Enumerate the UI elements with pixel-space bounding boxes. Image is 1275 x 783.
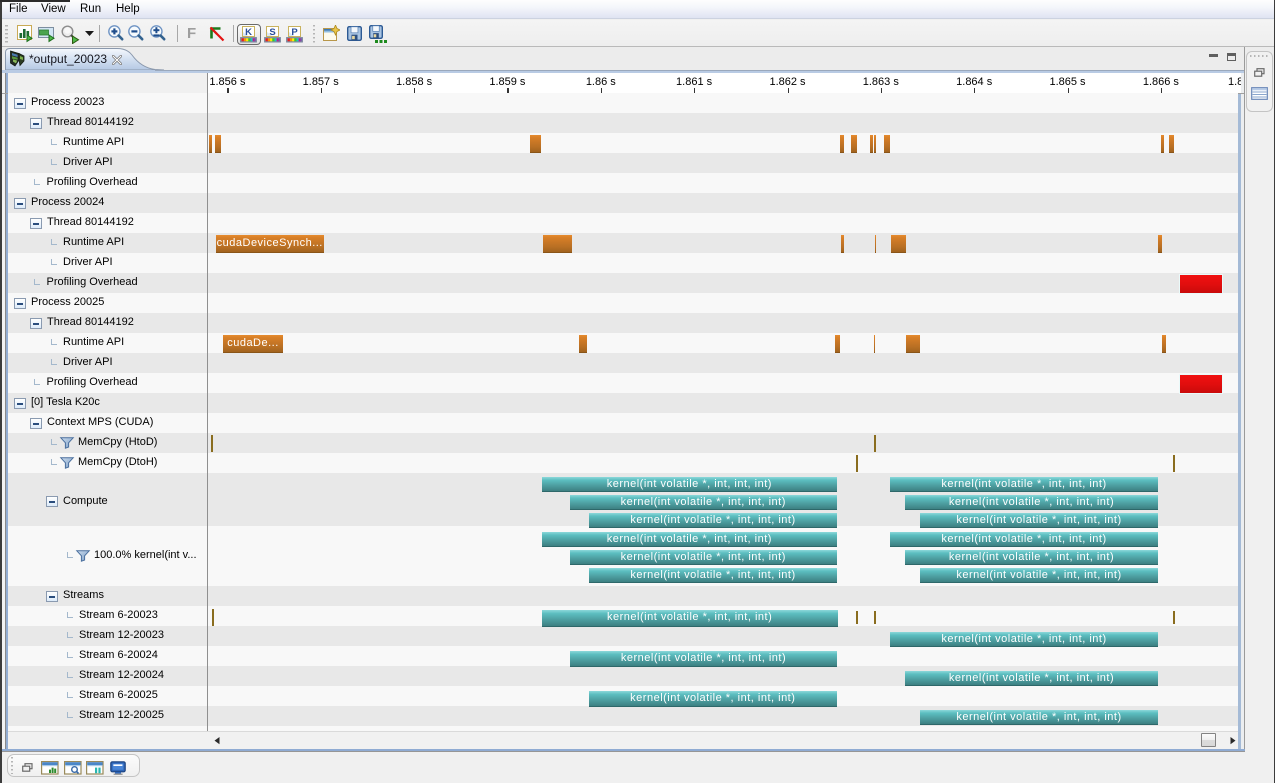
svg-text:K: K: [245, 26, 252, 37]
svg-text:P: P: [291, 26, 298, 37]
svg-text:S: S: [269, 26, 275, 37]
